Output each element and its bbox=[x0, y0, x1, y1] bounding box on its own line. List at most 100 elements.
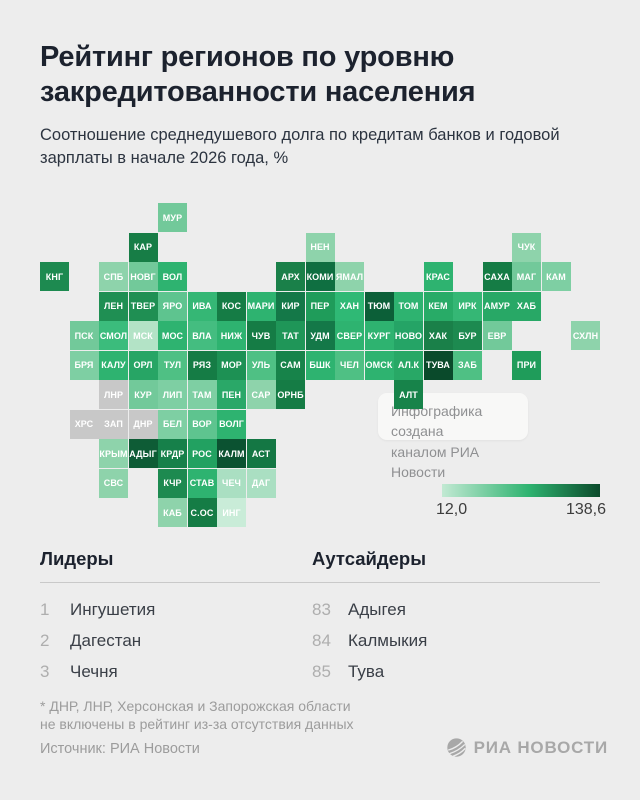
scale-min-label: 12,0 bbox=[436, 501, 468, 518]
map-tile-МУР: МУР bbox=[158, 203, 187, 232]
attribution-tooltip: Инфографика создана каналом РИА Новости bbox=[378, 393, 528, 480]
tile-map: Инфографика создана каналом РИА Новости … bbox=[40, 203, 601, 528]
color-scale-gradient bbox=[442, 484, 600, 497]
map-tile-КАЛУ: КАЛУ bbox=[99, 350, 128, 380]
map-tile-НИЖ: НИЖ bbox=[217, 321, 246, 350]
map-tile-ЗАБ: ЗАБ bbox=[453, 350, 482, 380]
map-tile-ТВЕР: ТВЕР bbox=[128, 291, 158, 321]
map-tile-КРДР: КРДР bbox=[158, 439, 187, 468]
map-tile-АДЫГ: АДЫГ bbox=[128, 439, 158, 468]
page-subtitle: Соотношение среднедушевого долга по кред… bbox=[40, 124, 610, 171]
map-tile-РОС: РОС bbox=[187, 439, 217, 468]
map-tile-ВОЛГ: ВОЛГ bbox=[217, 409, 246, 439]
map-tile-МОС: МОС bbox=[158, 321, 187, 350]
logo-text: РИА НОВОСТИ bbox=[473, 737, 608, 757]
leader-name-3: Чечня bbox=[70, 662, 118, 681]
map-tile-САР: САР bbox=[246, 380, 276, 409]
scale-max-label: 138,6 bbox=[565, 501, 606, 518]
map-tile-КАЛМ: КАЛМ bbox=[217, 439, 246, 468]
map-tile-КАБ: КАБ bbox=[158, 498, 187, 527]
map-tile-КЕМ: КЕМ bbox=[423, 291, 453, 321]
map-tile-ТОМ: ТОМ bbox=[394, 291, 423, 321]
map-tile-С.ОС: С.ОС bbox=[187, 498, 217, 527]
map-tile-ТЮМ: ТЮМ bbox=[364, 291, 394, 321]
map-tile-РЯЗ: РЯЗ bbox=[187, 350, 217, 380]
map-tile-МАГ: МАГ bbox=[512, 262, 541, 291]
map-tile-ХАК: ХАК bbox=[423, 321, 453, 350]
map-tile-СПБ: СПБ bbox=[99, 262, 128, 291]
map-tile-УЛЬ: УЛЬ bbox=[246, 350, 276, 380]
map-tile-БШК: БШК bbox=[305, 350, 335, 380]
map-tile-СТАВ: СТАВ bbox=[187, 468, 217, 498]
map-tile-СМОЛ: СМОЛ bbox=[99, 321, 128, 350]
map-tile-ЧЕЛ: ЧЕЛ bbox=[335, 350, 364, 380]
map-tile-ЯРО: ЯРО bbox=[158, 291, 187, 321]
map-tile-КАР: КАР bbox=[128, 232, 158, 262]
leader-name-1: Ингушетия bbox=[70, 600, 156, 619]
page-subtitle-line1: Соотношение среднедушевого долга по кред… bbox=[40, 126, 560, 144]
footnote-line1: * ДНР, ЛНР, Херсонская и Запорожская обл… bbox=[40, 698, 351, 714]
leader-rank-2: 2 bbox=[40, 631, 50, 650]
map-tile-АМУР: АМУР bbox=[482, 291, 512, 321]
map-tile-БРЯ: БРЯ bbox=[69, 350, 99, 380]
outsider-rank-2: 84 bbox=[312, 631, 331, 650]
map-tile-ТАТ: ТАТ bbox=[276, 321, 305, 350]
map-tile-СВС: СВС bbox=[99, 468, 128, 498]
map-tile-БЕЛ: БЕЛ bbox=[158, 409, 187, 439]
map-tile-НОВО: НОВО bbox=[394, 321, 423, 350]
map-tile-МОР: МОР bbox=[217, 350, 246, 380]
map-tile-ТУЛ: ТУЛ bbox=[158, 350, 187, 380]
map-tile-ДАГ: ДАГ bbox=[246, 468, 276, 498]
map-tile-ОМСК: ОМСК bbox=[364, 350, 394, 380]
leader-rank-3: 3 bbox=[40, 662, 50, 681]
map-tile-ИВА: ИВА bbox=[187, 291, 217, 321]
map-tile-СВЕР: СВЕР bbox=[335, 321, 364, 350]
map-tile-ПСК: ПСК bbox=[69, 321, 99, 350]
attribution-line2: каналом РИА Новости bbox=[391, 443, 480, 480]
map-tile-ХАН: ХАН bbox=[335, 291, 364, 321]
map-tile-ИРК: ИРК bbox=[453, 291, 482, 321]
map-tile-КОС: КОС bbox=[217, 291, 246, 321]
map-tile-МАРИ: МАРИ bbox=[246, 291, 276, 321]
map-tile-ЛЕН: ЛЕН bbox=[99, 291, 128, 321]
map-tile-ЧЕЧ: ЧЕЧ bbox=[217, 468, 246, 498]
map-tile-КУР: КУР bbox=[128, 380, 158, 409]
globe-icon bbox=[446, 737, 467, 758]
map-tile-АРХ: АРХ bbox=[276, 262, 305, 291]
map-tile-ПЕР: ПЕР bbox=[305, 291, 335, 321]
map-tile-АЛТ: АЛТ bbox=[394, 380, 423, 409]
map-tile-ПЕН: ПЕН bbox=[217, 380, 246, 409]
leader-name-2: Дагестан bbox=[70, 631, 142, 650]
page-title: Рейтинг регионов по уровню закредитованн… bbox=[40, 40, 610, 111]
outsiders-heading: Аутсайдеры bbox=[312, 548, 426, 569]
section-divider bbox=[40, 582, 600, 583]
map-tile-КРЫМ: КРЫМ bbox=[99, 439, 128, 468]
map-tile-ИНГ: ИНГ bbox=[217, 498, 246, 527]
map-tile-ЛИП: ЛИП bbox=[158, 380, 187, 409]
color-scale-labels: 12,0 138,6 bbox=[436, 501, 606, 519]
map-tile-ВЛА: ВЛА bbox=[187, 321, 217, 350]
footnote-line2: не включены в рейтинг из-за отсутствия д… bbox=[40, 716, 354, 733]
map-tile-ПРИ: ПРИ bbox=[512, 350, 541, 380]
map-tile-АСТ: АСТ bbox=[246, 439, 276, 468]
map-tile-ВОЛ: ВОЛ bbox=[158, 262, 187, 291]
map-tile-МСК: МСК bbox=[128, 321, 158, 350]
page-subtitle-line2: зарплаты в начале 2026 года, % bbox=[40, 149, 289, 168]
map-tile-КНГ: КНГ bbox=[40, 262, 69, 291]
source-label: Источник: РИА Новости bbox=[40, 741, 200, 757]
map-tile-КЧР: КЧР bbox=[158, 468, 187, 498]
map-tile-ОРЛ: ОРЛ bbox=[128, 350, 158, 380]
footnote: * ДНР, ЛНР, Херсонская и Запорожская обл… bbox=[40, 697, 460, 734]
outsider-name-1: Адыгея bbox=[348, 600, 406, 619]
page-title-line1: Рейтинг регионов по уровню bbox=[40, 41, 455, 73]
map-tile-НОВГ: НОВГ bbox=[128, 262, 158, 291]
map-tile-ТУВА: ТУВА bbox=[423, 350, 453, 380]
outsider-name-3: Тува bbox=[348, 662, 385, 681]
map-tile-БУР: БУР bbox=[453, 321, 482, 350]
map-tile-СХЛН: СХЛН bbox=[571, 321, 600, 350]
map-tile-КИР: КИР bbox=[276, 291, 305, 321]
map-tile-ДНР: ДНР bbox=[128, 409, 158, 439]
leader-rank-1: 1 bbox=[40, 600, 50, 619]
map-tile-КАМ: КАМ bbox=[541, 262, 571, 291]
